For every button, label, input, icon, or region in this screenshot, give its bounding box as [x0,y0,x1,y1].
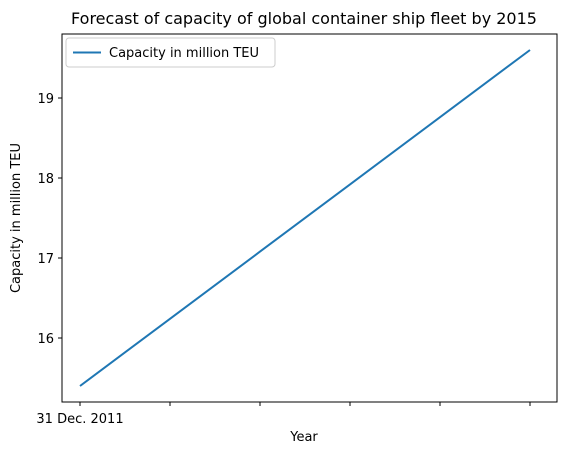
y-tick-label: 16 [37,332,54,347]
series-line-0 [80,50,530,386]
legend-label: Capacity in million TEU [109,46,259,61]
y-tick-label: 18 [37,172,54,187]
y-tick-label: 19 [37,92,54,107]
plot-area-frame [62,34,557,402]
legend: Capacity in million TEU [66,38,275,67]
x-axis: 31 Dec. 2011 [36,402,530,427]
chart-title: Forecast of capacity of global container… [71,9,537,28]
series-layer [80,50,530,386]
y-tick-label: 17 [37,252,54,267]
y-axis-label: Capacity in million TEU [9,143,24,293]
x-axis-label: Year [289,430,318,445]
x-tick-label: 31 Dec. 2011 [36,412,123,427]
y-axis: 16 17 18 19 [37,92,62,347]
